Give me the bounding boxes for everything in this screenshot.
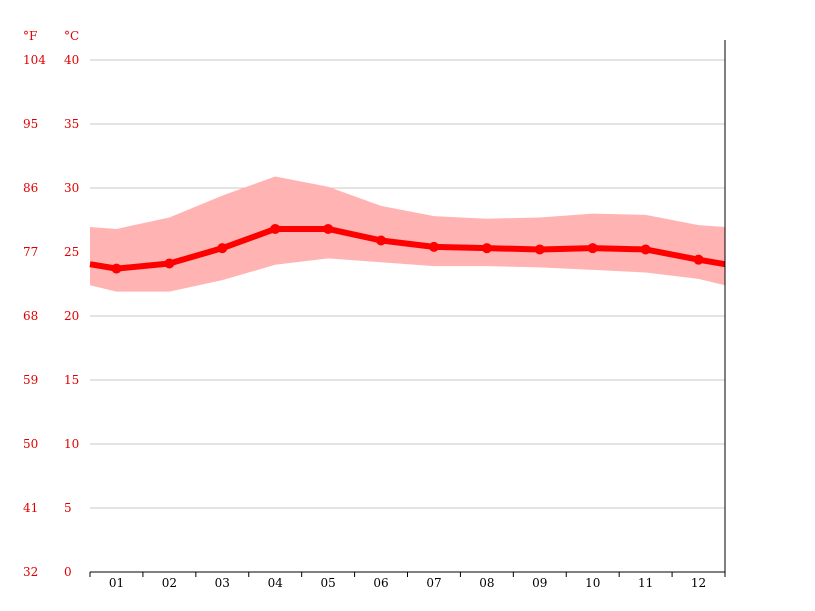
mean-series: [89, 223, 726, 274]
y-tick-celsius: 15: [64, 373, 79, 387]
mean-data-point: [164, 258, 175, 269]
x-tick-label: 11: [638, 576, 653, 590]
y-tick-fahrenheit: 59: [23, 373, 38, 387]
mean-data-point: [481, 243, 492, 254]
fahrenheit-unit-label: °F: [23, 29, 37, 43]
mean-data-point: [376, 235, 387, 246]
y-tick-celsius: 25: [64, 245, 79, 259]
y-tick-celsius: 40: [64, 53, 79, 67]
y-tick-celsius: 35: [64, 117, 79, 131]
x-tick-label: 05: [320, 576, 335, 590]
range-band: [90, 176, 725, 292]
x-tick-label: 08: [479, 576, 494, 590]
mean-data-point: [534, 244, 545, 255]
mean-data-point: [270, 223, 281, 234]
x-tick-label: 01: [109, 576, 124, 590]
y-tick-celsius: 0: [64, 565, 72, 579]
y-tick-celsius: 10: [64, 437, 79, 451]
x-tick-label: 04: [268, 576, 284, 590]
mean-data-point: [693, 254, 704, 265]
temperature-range-band: [90, 176, 725, 292]
x-tick-label: 07: [426, 576, 441, 590]
x-tick-label: 06: [373, 576, 388, 590]
mean-data-point: [111, 263, 122, 274]
x-tick-label: 12: [691, 576, 706, 590]
y-tick-fahrenheit: 95: [23, 117, 38, 131]
y-tick-fahrenheit: 50: [23, 437, 38, 451]
y-tick-fahrenheit: 68: [23, 309, 38, 323]
mean-temperature-line: [89, 225, 726, 272]
mean-data-point: [217, 243, 228, 254]
x-tick-label: 03: [215, 576, 230, 590]
y-tick-celsius: 30: [64, 181, 79, 195]
y-tick-celsius: 5: [64, 501, 72, 515]
mean-data-point: [428, 241, 439, 252]
x-tick-label: 10: [585, 576, 600, 590]
y-tick-fahrenheit: 86: [23, 181, 38, 195]
x-tick-label: 02: [162, 576, 177, 590]
y-tick-celsius: 20: [64, 309, 79, 323]
mean-data-point: [640, 244, 651, 255]
x-tick-label: 09: [532, 576, 547, 590]
celsius-unit-label: °C: [64, 29, 79, 43]
y-tick-fahrenheit: 77: [23, 245, 38, 259]
axes: [89, 40, 726, 577]
mean-data-point: [587, 243, 598, 254]
y-tick-fahrenheit: 32: [23, 565, 38, 579]
y-tick-fahrenheit: 41: [23, 501, 38, 515]
axis-labels: °F °C 4010435953086257720681559105054103…: [23, 29, 706, 590]
mean-data-point: [323, 223, 334, 234]
y-tick-fahrenheit: 104: [23, 53, 46, 67]
